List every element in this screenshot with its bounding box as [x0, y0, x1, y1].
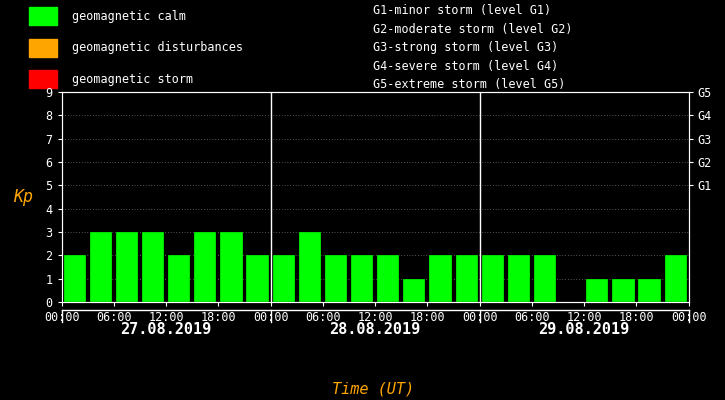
Bar: [587, 279, 608, 302]
Text: 28.08.2019: 28.08.2019: [330, 322, 420, 338]
Bar: [29, 7, 57, 25]
Text: geomagnetic disturbances: geomagnetic disturbances: [72, 41, 244, 54]
Text: G5-extreme storm (level G5): G5-extreme storm (level G5): [373, 78, 566, 91]
Text: geomagnetic storm: geomagnetic storm: [72, 73, 194, 86]
Bar: [691, 255, 713, 302]
Text: 29.08.2019: 29.08.2019: [539, 322, 630, 338]
Bar: [247, 255, 269, 302]
Bar: [90, 232, 112, 302]
Bar: [29, 39, 57, 57]
Bar: [325, 255, 347, 302]
Bar: [168, 255, 191, 302]
Text: G3-strong storm (level G3): G3-strong storm (level G3): [373, 41, 559, 54]
Bar: [116, 232, 138, 302]
Bar: [639, 279, 660, 302]
Bar: [534, 255, 556, 302]
Bar: [29, 70, 57, 88]
Bar: [273, 255, 295, 302]
Text: G4-severe storm (level G4): G4-severe storm (level G4): [373, 60, 559, 73]
Text: G1-minor storm (level G1): G1-minor storm (level G1): [373, 4, 552, 17]
Text: Time (UT): Time (UT): [332, 381, 415, 396]
Bar: [142, 232, 164, 302]
Text: geomagnetic calm: geomagnetic calm: [72, 10, 186, 23]
Bar: [481, 255, 504, 302]
Text: 27.08.2019: 27.08.2019: [120, 322, 212, 338]
Bar: [429, 255, 452, 302]
Bar: [613, 279, 634, 302]
Bar: [299, 232, 321, 302]
Bar: [377, 255, 399, 302]
Bar: [403, 279, 426, 302]
Bar: [220, 232, 243, 302]
Bar: [507, 255, 530, 302]
Bar: [665, 255, 687, 302]
Bar: [351, 255, 373, 302]
Bar: [455, 255, 478, 302]
Text: Kp: Kp: [13, 188, 33, 206]
Bar: [194, 232, 217, 302]
Text: G2-moderate storm (level G2): G2-moderate storm (level G2): [373, 23, 573, 36]
Bar: [64, 255, 86, 302]
